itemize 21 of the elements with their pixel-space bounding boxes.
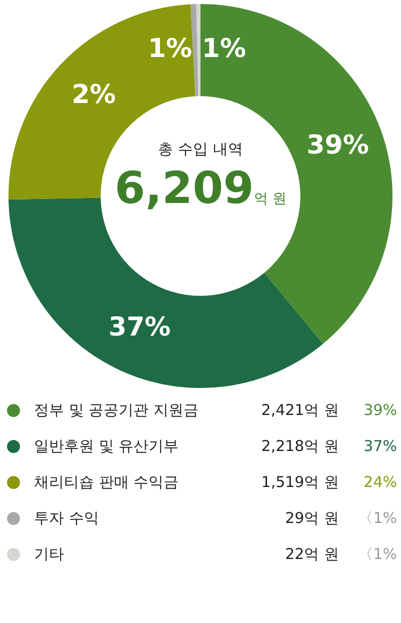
legend-label: 기타 [34, 544, 65, 564]
text: 37% [108, 312, 171, 342]
legend-label: 투자 수익 [34, 508, 100, 528]
legend-label: 정부 및 공공기관 지원금 [34, 400, 200, 420]
text: 〈1% [357, 508, 398, 528]
data-label: 29억 원 [284, 508, 339, 528]
legend-label: 일반후원 및 유산기부 [34, 436, 180, 456]
data-label: 2,421억 원 [260, 400, 339, 420]
text: 총 수입 내역 [158, 140, 243, 158]
text: 2% [72, 80, 116, 110]
text: 37% [362, 437, 398, 455]
text: 39% [362, 401, 398, 419]
text: 39% [306, 130, 369, 160]
legend-label: 채리티숍 판매 수익금 [34, 472, 180, 492]
text: 24% [362, 473, 398, 491]
text: 1% [148, 34, 192, 64]
text: 1% [202, 34, 246, 64]
data-label: 1,519억 원 [260, 472, 339, 492]
data-label: 22억 원 [284, 544, 339, 564]
data-label: 2,218억 원 [260, 436, 339, 456]
text: 〈1% [357, 544, 398, 564]
